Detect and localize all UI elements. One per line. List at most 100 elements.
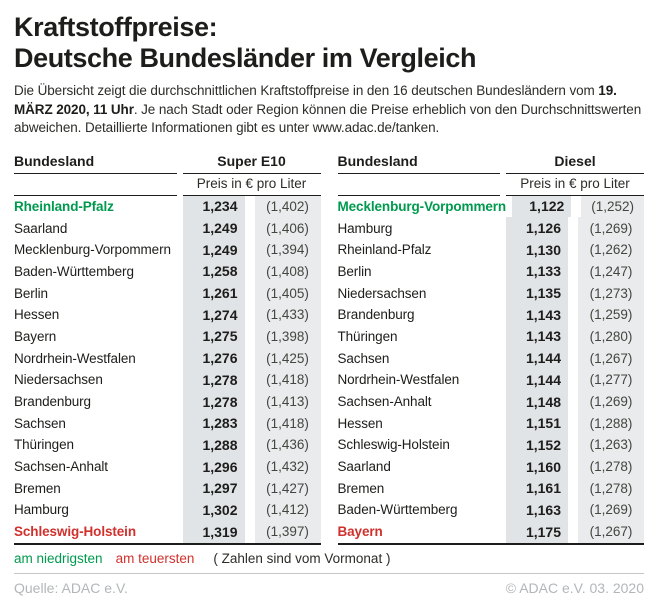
state-name: Berlin <box>14 285 48 301</box>
state-name: Hessen <box>14 307 60 323</box>
state-name: Mecklenburg-Vorpommern <box>14 242 171 258</box>
price-current: 1,234 <box>182 195 245 218</box>
price-previous: (1,288) <box>578 412 644 435</box>
state-name: Niedersachsen <box>14 372 103 388</box>
state-name: Mecklenburg-Vorpommern <box>337 198 507 214</box>
price-previous: (1,418) <box>254 412 321 435</box>
table-row: Sachsen-Anhalt 1,148 (1,269) <box>338 390 644 413</box>
price-current: 1,175 <box>506 520 568 543</box>
price-current: 1,288 <box>182 434 245 456</box>
table-row: Schleswig-Holstein 1,319 (1,397) <box>14 520 321 543</box>
intro-date-bold: 19. MÄRZ 2020, 11 Uhr <box>14 83 617 117</box>
table-row: Brandenburg 1,143 (1,259) <box>337 303 644 326</box>
state-name: Saarland <box>337 459 391 475</box>
price-previous: (1,412) <box>254 499 321 521</box>
table-row: Sachsen 1,283 (1,418) <box>14 412 321 435</box>
table-row: Nordrhein-Westfalen 1,276 (1,425) <box>14 347 321 369</box>
price-previous: (1,402) <box>254 195 321 218</box>
price-previous: (1,278) <box>578 477 644 500</box>
table-row: Bayern 1,275 (1,398) <box>14 325 321 348</box>
price-current: 1,296 <box>182 455 245 478</box>
state-name: Hamburg <box>337 220 393 236</box>
table-row: Bayern 1,175 (1,267) <box>338 520 644 543</box>
state-name: Nordrhein-Westfalen <box>14 350 136 366</box>
table-row: Rheinland-Pfalz 1,130 (1,262) <box>337 238 644 261</box>
state-name: Baden-Württemberg <box>14 263 134 279</box>
legend-highest: am teuersten <box>115 550 195 566</box>
table-row: Baden-Württemberg 1,258 (1,408) <box>14 260 321 283</box>
price-previous: (1,425) <box>254 347 321 369</box>
subheader-spacer <box>14 174 177 196</box>
price-current: 1,133 <box>506 260 568 283</box>
table-row: Baden-Württemberg 1,163 (1,269) <box>338 499 644 521</box>
price-previous: (1,394) <box>254 238 321 261</box>
price-current: 1,283 <box>182 412 245 435</box>
table-row: Berlin 1,133 (1,247) <box>338 260 644 283</box>
price-current: 1,161 <box>506 477 568 500</box>
state-name: Saarland <box>14 220 68 236</box>
table-row: Sachsen-Anhalt 1,296 (1,432) <box>14 455 321 478</box>
state-name: Brandenburg <box>337 307 415 323</box>
price-previous: (1,413) <box>254 390 321 413</box>
table-row: Mecklenburg-Vorpommern 1,122 (1,252) <box>337 195 644 218</box>
price-previous: (1,427) <box>254 477 321 500</box>
table-row: Sachsen 1,144 (1,267) <box>338 347 644 369</box>
price-previous: (1,405) <box>254 282 321 304</box>
table-row: Hessen 1,274 (1,433) <box>14 303 321 326</box>
state-name: Nordrhein-Westfalen <box>337 372 460 388</box>
table-row: Rheinland-Pfalz 1,234 (1,402) <box>14 195 321 218</box>
price-previous: (1,267) <box>578 347 644 369</box>
price-current: 1,148 <box>506 390 568 413</box>
state-name: Sachsen-Anhalt <box>14 459 108 475</box>
copyright-text: © ADAC e.V. 03. 2020 <box>505 579 644 596</box>
table-body: Rheinland-Pfalz 1,234 (1,402) Saarland 1,249… <box>14 195 321 545</box>
price-previous: (1,278) <box>578 455 644 478</box>
fuel-table-super-e10: Bundesland Super E10 Preis in € pro Lite… <box>14 152 321 545</box>
price-previous: (1,262) <box>578 238 644 261</box>
price-current: 1,135 <box>506 282 568 304</box>
column-header-bundesland: Bundesland <box>14 152 177 174</box>
price-current: 1,144 <box>506 369 568 391</box>
state-name: Niedersachsen <box>337 285 427 301</box>
price-current: 1,261 <box>182 282 245 304</box>
table-row: Niedersachsen 1,278 (1,418) <box>14 369 321 391</box>
price-current: 1,258 <box>182 260 245 283</box>
price-current: 1,302 <box>182 499 245 521</box>
table-header-row: Bundesland Diesel <box>337 152 644 174</box>
intro-text-after: . Je nach Stadt oder Region können die P… <box>14 101 642 136</box>
price-current: 1,151 <box>506 412 568 435</box>
legend-note: ( Zahlen sind vom Vormonat ) <box>213 550 391 566</box>
price-current: 1,130 <box>506 238 568 261</box>
price-previous: (1,269) <box>578 217 644 239</box>
price-previous: (1,277) <box>578 369 644 391</box>
state-name: Bremen <box>14 480 61 496</box>
price-current: 1,249 <box>182 217 245 239</box>
price-previous: (1,397) <box>254 520 321 543</box>
table-row: Thüringen 1,288 (1,436) <box>14 434 321 456</box>
price-current: 1,122 <box>512 195 572 218</box>
column-header-price-unit: Preis in € pro Liter <box>506 174 644 196</box>
price-previous: (1,247) <box>578 260 644 283</box>
price-current: 1,276 <box>182 347 245 369</box>
page-title-line1: Kraftstoffpreise: <box>14 12 218 42</box>
state-name: Rheinland-Pfalz <box>337 242 432 258</box>
table-row: Saarland 1,160 (1,278) <box>337 455 644 478</box>
price-previous: (1,252) <box>581 195 644 218</box>
intro-text-before: Die Übersicht zeigt die durchschnittlich… <box>14 83 599 98</box>
state-name: Bremen <box>337 480 385 496</box>
table-row: Hamburg 1,126 (1,269) <box>337 217 644 239</box>
price-previous: (1,280) <box>578 325 644 348</box>
tables-region: Bundesland Super E10 Preis in € pro Lite… <box>14 152 644 545</box>
price-previous: (1,267) <box>578 520 644 543</box>
price-current: 1,297 <box>182 477 245 500</box>
price-previous: (1,432) <box>254 455 321 478</box>
state-name: Bayern <box>14 328 57 344</box>
price-current: 1,126 <box>506 217 568 239</box>
table-header-row: Bundesland Super E10 <box>14 152 321 174</box>
price-previous: (1,408) <box>254 260 321 283</box>
page-title-line2: Deutsche Bundesländer im Vergleich <box>14 43 477 73</box>
fuel-table-diesel: Bundesland Diesel Preis in € pro Liter M… <box>337 152 644 545</box>
price-current: 1,275 <box>182 325 245 348</box>
subheader-spacer <box>337 174 500 196</box>
